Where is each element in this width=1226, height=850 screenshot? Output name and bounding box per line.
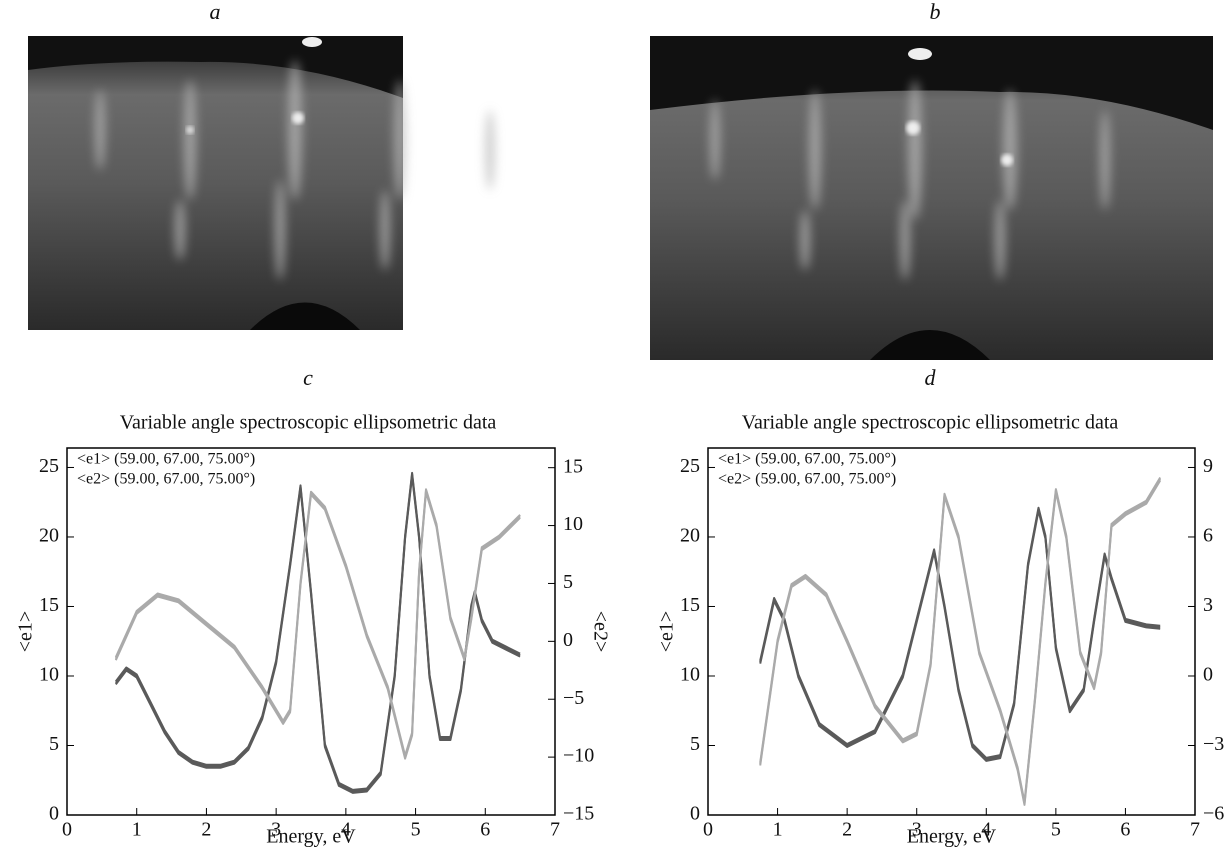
y2-tick-label: −6: [1203, 803, 1224, 825]
chart-title: Variable angle spectroscopic ellipsometr…: [120, 412, 497, 434]
rheed-image-a: [28, 36, 495, 330]
y2-tick-label: −15: [563, 803, 594, 825]
x-tick-label: 2: [201, 819, 211, 841]
legend-entry: <e1> (59.00, 67.00, 75.00°): [77, 451, 255, 468]
y2-axis-label: <e2>: [589, 611, 611, 652]
x-tick-label: 1: [773, 819, 783, 841]
x-tick-label: 5: [411, 819, 421, 841]
y2-tick-label: 15: [563, 455, 583, 477]
legend-entry: <e1> (59.00, 67.00, 75.00°): [718, 451, 896, 468]
y-tick-label: 10: [680, 664, 700, 686]
series-line: [114, 488, 521, 757]
y2-tick-label: 0: [1203, 664, 1213, 686]
series-line: [759, 476, 1162, 803]
y-tick-label: 25: [680, 455, 700, 477]
panel-label: b: [930, 0, 941, 24]
y-axis-label: <e1>: [656, 611, 678, 652]
y-tick-label: 10: [39, 664, 59, 686]
legend-entry: <e2> (59.00, 67.00, 75.00°): [718, 471, 896, 488]
y2-tick-label: −5: [563, 687, 584, 709]
y-tick-label: 5: [49, 733, 59, 755]
x-tick-label: 3: [912, 819, 922, 841]
legend-entry: <e2> (59.00, 67.00, 75.00°): [77, 471, 255, 488]
y2-tick-label: 6: [1203, 525, 1213, 547]
panel-label: c: [303, 365, 313, 390]
y2-tick-label: 0: [563, 629, 573, 651]
panel-label: d: [925, 365, 937, 390]
series-line: [759, 479, 1162, 806]
x-tick-label: 7: [550, 819, 560, 841]
y2-tick-label: −3: [1203, 733, 1224, 755]
y2-tick-label: 3: [1203, 594, 1213, 616]
plot-frame: [66, 447, 556, 816]
y-tick-label: 0: [690, 803, 700, 825]
y2-tick-label: 9: [1203, 455, 1213, 477]
x-tick-label: 4: [341, 819, 351, 841]
y2-tick-label: 5: [563, 571, 573, 593]
series-line: [114, 491, 521, 760]
series-line: [115, 474, 521, 794]
y2-tick-label: −10: [563, 745, 594, 767]
series-line: [115, 473, 521, 793]
series-line: [759, 509, 1161, 762]
x-tick-label: 6: [480, 819, 490, 841]
x-tick-label: 6: [1120, 819, 1130, 841]
y-tick-label: 20: [39, 525, 59, 547]
x-tick-label: 1: [132, 819, 142, 841]
x-tick-label: 2: [842, 819, 852, 841]
series-line: [114, 489, 521, 759]
x-tick-label: 0: [703, 819, 713, 841]
x-tick-label: 0: [62, 819, 72, 841]
y-tick-label: 15: [39, 594, 59, 616]
y-tick-label: 0: [49, 803, 59, 825]
x-axis-label: Energy, eV: [907, 826, 997, 848]
y2-tick-label: 10: [563, 513, 583, 535]
series-line: [759, 478, 1162, 805]
x-axis-label: Energy, eV: [266, 826, 356, 848]
y-tick-label: 20: [680, 525, 700, 547]
y-axis-label: <e1>: [15, 611, 37, 652]
x-tick-label: 7: [1190, 819, 1200, 841]
x-tick-label: 4: [981, 819, 991, 841]
chart-title: Variable angle spectroscopic ellipsometr…: [742, 412, 1119, 434]
panel-label: a: [210, 0, 221, 24]
y-tick-label: 25: [39, 455, 59, 477]
x-tick-label: 5: [1051, 819, 1061, 841]
series-line: [115, 471, 521, 791]
x-tick-label: 3: [271, 819, 281, 841]
rheed-image-b: [650, 36, 1213, 360]
y-tick-label: 5: [690, 733, 700, 755]
y-tick-label: 15: [680, 594, 700, 616]
plot-frame: [707, 447, 1196, 816]
